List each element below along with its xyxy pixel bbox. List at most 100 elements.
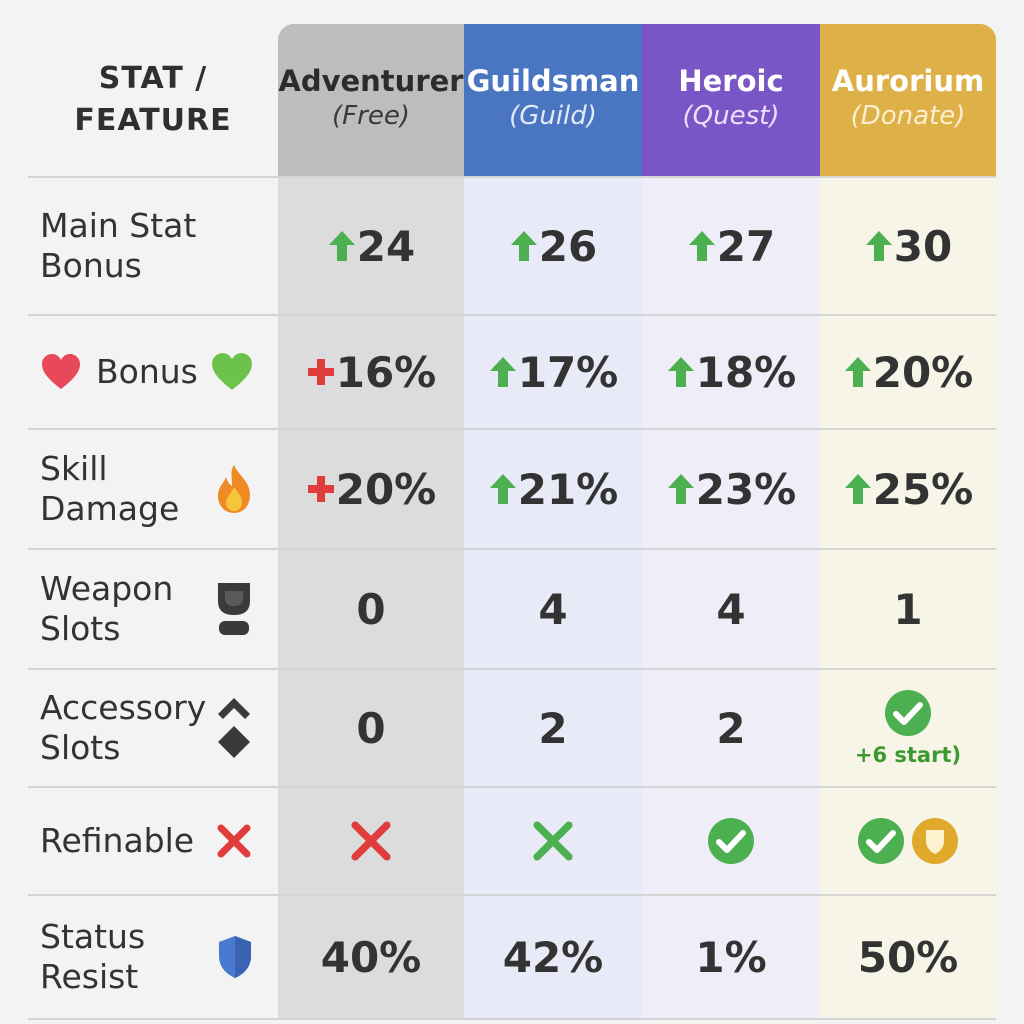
guildsman-header: Guildsman (Guild) <box>464 24 642 176</box>
row-label-skill-damage: Skill Damage <box>40 448 180 528</box>
guildsman-weapon-slots: 4 <box>538 584 568 634</box>
row-divider <box>28 176 996 178</box>
check-icon <box>858 818 904 864</box>
up-arrow-icon <box>328 231 355 261</box>
up-arrow-icon <box>489 474 516 504</box>
aurorium-title: Aurorium <box>831 63 985 98</box>
value: 21% <box>517 464 619 514</box>
adventurer-weapon-slots: 0 <box>356 584 386 634</box>
heroic-subtitle: (Quest) <box>682 100 780 131</box>
row-label-bonus: Bonus <box>96 351 198 391</box>
adventurer-title: Adventurer <box>278 63 464 98</box>
up-arrow-icon <box>667 357 694 387</box>
adventurer-subtitle: (Free) <box>332 100 410 131</box>
fire-icon <box>214 430 254 548</box>
adventurer-refinable <box>278 788 464 894</box>
diamond-icon <box>214 670 254 786</box>
row-divider <box>28 668 996 670</box>
aurorium-weapon-slots: 1 <box>893 584 923 634</box>
heroic-bonus: 18% <box>642 316 820 428</box>
heroic-main-stat: 27 <box>642 178 820 314</box>
table-row-bonus: Bonus 16% 17% 18% 20% <box>28 316 996 428</box>
aurorium-accessory-note: +6 start) <box>854 743 962 767</box>
green-heart-icon <box>210 316 254 428</box>
up-arrow-icon <box>489 357 516 387</box>
value: 26 <box>538 221 598 271</box>
guildsman-refinable <box>464 788 642 894</box>
up-arrow-icon <box>844 357 871 387</box>
comparison-table: STAT / FEATURE Adventurer (Free) Guildsm… <box>28 24 996 1020</box>
value: 30 <box>893 221 953 271</box>
table-row-accessory-slots: Accessory Slots 0 2 2 +6 start) <box>28 670 996 786</box>
adventurer-header: Adventurer (Free) <box>278 24 464 176</box>
plus-icon <box>307 476 334 502</box>
table-row-skill-damage: Skill Damage 20% 21% 23% 25% <box>28 430 996 548</box>
up-arrow-icon <box>667 474 694 504</box>
aurorium-accessory-slots: +6 start) <box>820 670 996 786</box>
row-divider <box>28 548 996 550</box>
value: 18% <box>695 347 797 397</box>
check-icon <box>885 690 931 736</box>
heroic-title: Heroic <box>678 63 784 98</box>
row-label-weapon-slots: Weapon Slots <box>40 568 174 648</box>
heroic-header: Heroic (Quest) <box>642 24 820 176</box>
guildsman-main-stat: 26 <box>464 178 642 314</box>
shield-icon <box>216 896 254 1018</box>
adventurer-bonus: 16% <box>278 316 464 428</box>
table-row-status-resist: Status Resist 40% 42% 1% 50% <box>28 896 996 1018</box>
adventurer-status-resist: 40% <box>320 932 422 982</box>
value: 25% <box>872 464 974 514</box>
aurorium-column-bg <box>820 24 996 1020</box>
stat-feature-header: STAT / FEATURE <box>28 24 278 176</box>
gold-shield-icon <box>912 818 958 864</box>
row-divider <box>28 894 996 896</box>
adventurer-main-stat: 24 <box>278 178 464 314</box>
check-icon <box>708 818 754 864</box>
aurorium-refinable <box>820 788 996 894</box>
up-arrow-icon <box>844 474 871 504</box>
row-label-refinable: Refinable <box>40 820 195 860</box>
adventurer-skill-damage: 20% <box>278 430 464 548</box>
guildsman-subtitle: (Guild) <box>509 100 597 131</box>
aurorium-bonus: 20% <box>820 316 996 428</box>
guildsman-accessory-slots: 2 <box>538 703 568 753</box>
row-divider <box>28 1018 996 1020</box>
value: 17% <box>517 347 619 397</box>
up-arrow-icon <box>510 231 537 261</box>
adventurer-column-bg <box>278 24 464 1020</box>
plus-icon <box>307 359 334 385</box>
table-row-main-stat: Main Stat Bonus 24 26 27 30 <box>28 178 996 314</box>
row-divider <box>28 786 996 788</box>
guildsman-skill-damage: 21% <box>464 430 642 548</box>
row-label-main-stat: Main Stat Bonus <box>40 205 197 285</box>
value: 20% <box>872 347 974 397</box>
value: 20% <box>335 464 437 514</box>
weapon-slot-icon <box>214 550 254 668</box>
heroic-skill-damage: 23% <box>642 430 820 548</box>
row-label-accessory-slots: Accessory Slots <box>40 687 207 767</box>
table-row-weapon-slots: Weapon Slots 0 4 4 1 <box>28 550 996 668</box>
up-arrow-icon <box>865 231 892 261</box>
guildsman-column-bg <box>464 24 642 1020</box>
aurorium-header: Aurorium (Donate) <box>820 24 996 176</box>
green-x-icon <box>533 821 573 861</box>
heroic-refinable <box>642 788 820 894</box>
guildsman-bonus: 17% <box>464 316 642 428</box>
stat-feature-label: STAT / FEATURE <box>74 61 232 138</box>
heroic-accessory-slots: 2 <box>716 703 746 753</box>
value: 24 <box>356 221 416 271</box>
guildsman-status-resist: 42% <box>502 932 604 982</box>
adventurer-accessory-slots: 0 <box>356 703 386 753</box>
aurorium-skill-damage: 25% <box>820 430 996 548</box>
up-arrow-icon <box>688 231 715 261</box>
row-divider <box>28 428 996 430</box>
row-label-status-resist: Status Resist <box>40 916 146 996</box>
value: 27 <box>716 221 776 271</box>
value: 16% <box>335 347 437 397</box>
heroic-weapon-slots: 4 <box>716 584 746 634</box>
red-x-icon <box>351 821 391 861</box>
heroic-status-resist: 1% <box>695 932 767 982</box>
row-divider <box>28 314 996 316</box>
value: 23% <box>695 464 797 514</box>
aurorium-subtitle: (Donate) <box>850 100 966 131</box>
